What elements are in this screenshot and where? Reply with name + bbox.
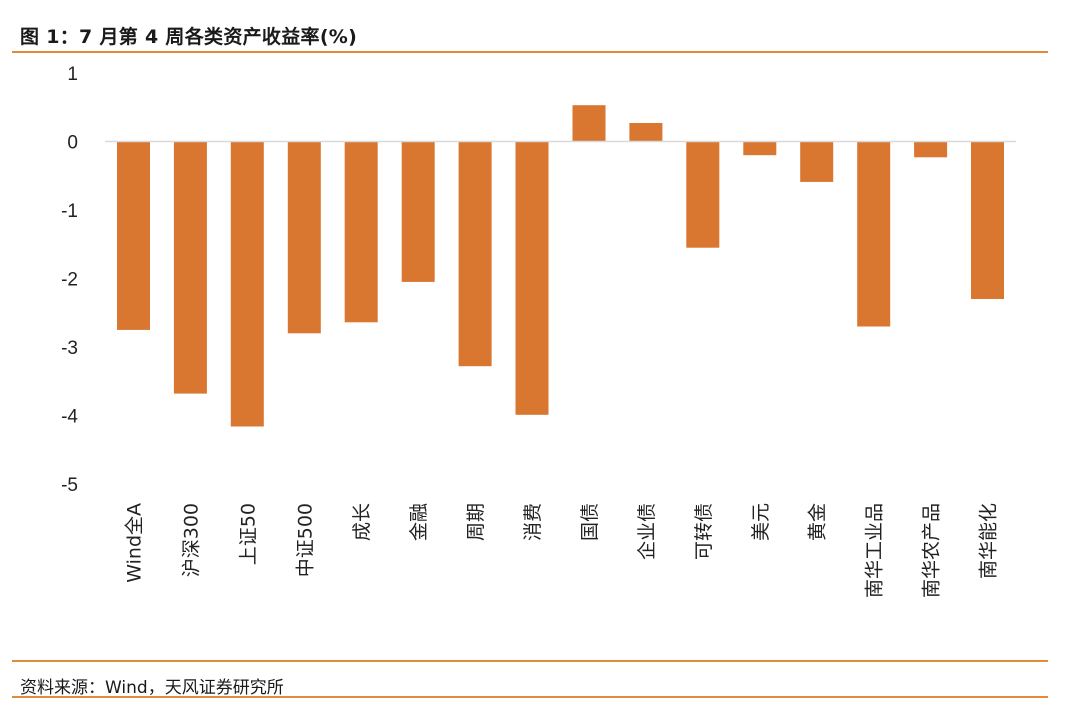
bar [401, 141, 435, 282]
bar [800, 141, 834, 182]
bar [914, 141, 948, 158]
y-tick-label: -2 [61, 270, 78, 291]
x-category-label: 南华能化 [978, 503, 1000, 579]
title-divider [12, 51, 1048, 53]
y-tick-label: 1 [67, 64, 78, 85]
bar [515, 141, 549, 415]
bar [572, 105, 606, 142]
source-note: 资料来源：Wind，天风证券研究所 [20, 678, 284, 698]
y-tick-label: -5 [61, 475, 78, 496]
x-category-label: 可转债 [693, 503, 715, 560]
bar [287, 141, 321, 334]
x-category-label: 中证500 [294, 503, 316, 577]
x-category-label: 黄金 [807, 503, 829, 541]
x-category-label: 南华工业品 [864, 503, 886, 598]
x-axis-labels: Wind全A 沪深300 上证50 中证500 成长 金融 周期 消费 国债 企业债 可转债 美元 黄金… [124, 503, 1000, 598]
x-category-label: 企业债 [636, 503, 658, 560]
source-divider-top [12, 660, 1048, 662]
x-category-label: 成长 [351, 503, 373, 541]
bar [230, 141, 264, 427]
bar [686, 141, 720, 248]
x-category-label: 南华农产品 [921, 503, 943, 598]
bar [629, 123, 663, 142]
y-tick-label: -1 [61, 201, 78, 222]
bar [743, 141, 777, 156]
bar [971, 141, 1004, 299]
bar [173, 141, 207, 394]
x-category-label: 美元 [750, 503, 772, 541]
y-axis-ticks: 1 0 -1 -2 -3 -4 -5 [61, 64, 78, 496]
x-category-label: 周期 [465, 503, 487, 541]
source-divider-bottom [12, 696, 1048, 698]
x-category-label: Wind全A [124, 503, 146, 583]
x-category-label: 国债 [579, 503, 601, 541]
bar [117, 141, 150, 330]
bar [344, 141, 378, 323]
bars [117, 105, 1004, 427]
bar [458, 141, 492, 367]
y-tick-label: -3 [61, 338, 78, 359]
bar [857, 141, 891, 327]
y-tick-label: 0 [67, 133, 78, 154]
x-category-label: 金融 [408, 503, 430, 541]
x-category-label: 消费 [522, 503, 544, 541]
x-category-label: 沪深300 [180, 503, 202, 577]
x-category-label: 上证50 [237, 503, 259, 565]
y-tick-label: -4 [61, 407, 78, 428]
chart-title: 图 1：7 月第 4 周各类资产收益率(%) [20, 26, 358, 48]
